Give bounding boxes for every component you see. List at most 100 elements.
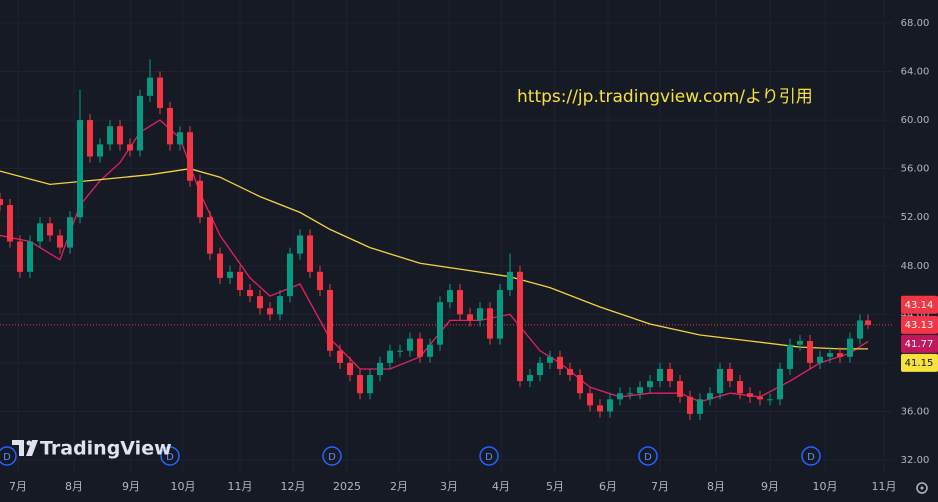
candle-body bbox=[297, 235, 303, 254]
candle-body bbox=[247, 290, 253, 297]
candle-body bbox=[527, 375, 533, 382]
price-badge bbox=[901, 295, 938, 314]
candle-body bbox=[457, 290, 463, 315]
candle-body bbox=[227, 271, 233, 278]
y-tick-label: 60.00 bbox=[901, 115, 930, 126]
candle-body bbox=[7, 205, 13, 242]
gear[interactable] bbox=[916, 482, 928, 494]
candle-body bbox=[117, 126, 123, 145]
candle-body bbox=[357, 375, 363, 394]
price-badge-label: 41.77 bbox=[905, 339, 934, 350]
x-tick-label: 2月 bbox=[390, 480, 408, 493]
candle-body bbox=[97, 144, 103, 157]
candle-body bbox=[807, 341, 813, 363]
price-badge bbox=[901, 353, 938, 372]
candle-body bbox=[0, 199, 3, 206]
candle-body bbox=[647, 381, 653, 388]
dividend-marker bbox=[0, 446, 17, 466]
dividend-label: D bbox=[485, 452, 493, 463]
candle-body bbox=[337, 350, 343, 363]
candle-body bbox=[417, 338, 423, 357]
candle-body bbox=[347, 362, 353, 376]
settings-icon[interactable] bbox=[916, 482, 928, 494]
candle-body bbox=[507, 271, 513, 291]
candle-body bbox=[667, 368, 673, 382]
candle-body bbox=[747, 393, 753, 397]
candle-body bbox=[177, 132, 183, 145]
candle-body bbox=[787, 344, 793, 369]
y-tick-label: 68.00 bbox=[901, 18, 930, 29]
candle-body bbox=[837, 353, 843, 357]
dividend-label: D bbox=[166, 452, 174, 463]
candle-body bbox=[817, 356, 823, 363]
candle-body bbox=[865, 320, 871, 325]
candle-body bbox=[717, 368, 723, 394]
x-tick-label: 8月 bbox=[707, 480, 725, 493]
candle-body bbox=[567, 368, 573, 376]
dividend-marker bbox=[479, 446, 499, 466]
y-tick-label: 44.00 bbox=[901, 309, 930, 320]
candle-body bbox=[327, 290, 333, 351]
dividend-label: D bbox=[3, 452, 11, 463]
candle-body bbox=[847, 338, 853, 357]
candle-body bbox=[397, 350, 403, 352]
candle-body bbox=[197, 180, 203, 218]
candle-body bbox=[257, 296, 263, 309]
candle-body bbox=[637, 387, 643, 394]
candle-body bbox=[47, 223, 53, 236]
candle-body bbox=[657, 368, 663, 382]
candle-body bbox=[157, 77, 163, 108]
candle-body bbox=[757, 396, 763, 400]
candle-body bbox=[407, 338, 413, 351]
candle-body bbox=[467, 314, 473, 321]
candle-body bbox=[487, 308, 493, 339]
logo: TradingView bbox=[12, 438, 172, 460]
candle-body bbox=[497, 290, 503, 339]
dividend-marker bbox=[801, 446, 821, 466]
candle-body bbox=[577, 375, 583, 394]
x-tick-label: 9月 bbox=[122, 480, 140, 493]
candle-body bbox=[857, 320, 863, 339]
candle-body bbox=[237, 271, 243, 291]
candle-body bbox=[287, 253, 293, 297]
candle-body bbox=[217, 253, 223, 278]
y-tick-label: 48.00 bbox=[901, 261, 930, 272]
dividend-label: D bbox=[644, 452, 652, 463]
candle-body bbox=[27, 241, 33, 272]
x-tick-label: 11月 bbox=[228, 480, 253, 493]
candle-body bbox=[207, 217, 213, 254]
x-tick-label: 5月 bbox=[546, 480, 564, 493]
moving-average bbox=[0, 168, 868, 350]
y-tick-label: 32.00 bbox=[901, 455, 930, 466]
y-tick-label: 56.00 bbox=[901, 164, 930, 175]
candle-body bbox=[607, 399, 613, 412]
candle-body bbox=[67, 217, 73, 248]
candle-body bbox=[387, 350, 393, 363]
watermark: https://jp.tradingview.com/より引用 bbox=[517, 87, 813, 107]
gear-center[interactable] bbox=[920, 486, 924, 490]
price-badge bbox=[901, 315, 938, 334]
candle-body bbox=[17, 241, 23, 272]
candle-body bbox=[827, 353, 833, 357]
price-badge-label: 43.13 bbox=[905, 320, 934, 331]
candle-body bbox=[37, 223, 43, 242]
price-badge bbox=[901, 334, 938, 353]
candle-body bbox=[707, 393, 713, 400]
x-tick-label: 3月 bbox=[440, 480, 458, 493]
candle-body bbox=[737, 381, 743, 394]
candle-body bbox=[267, 308, 273, 315]
candle-body bbox=[307, 235, 313, 272]
candle-body bbox=[187, 132, 193, 181]
candle-body bbox=[437, 302, 443, 345]
dividend-marker bbox=[322, 446, 342, 466]
candle-body bbox=[697, 399, 703, 414]
candle-body bbox=[427, 344, 433, 357]
candle-body bbox=[627, 393, 633, 395]
candle-body bbox=[557, 356, 563, 369]
candle-body bbox=[547, 356, 553, 363]
candle-body bbox=[57, 235, 63, 248]
x-tick-label: 9月 bbox=[761, 480, 779, 493]
